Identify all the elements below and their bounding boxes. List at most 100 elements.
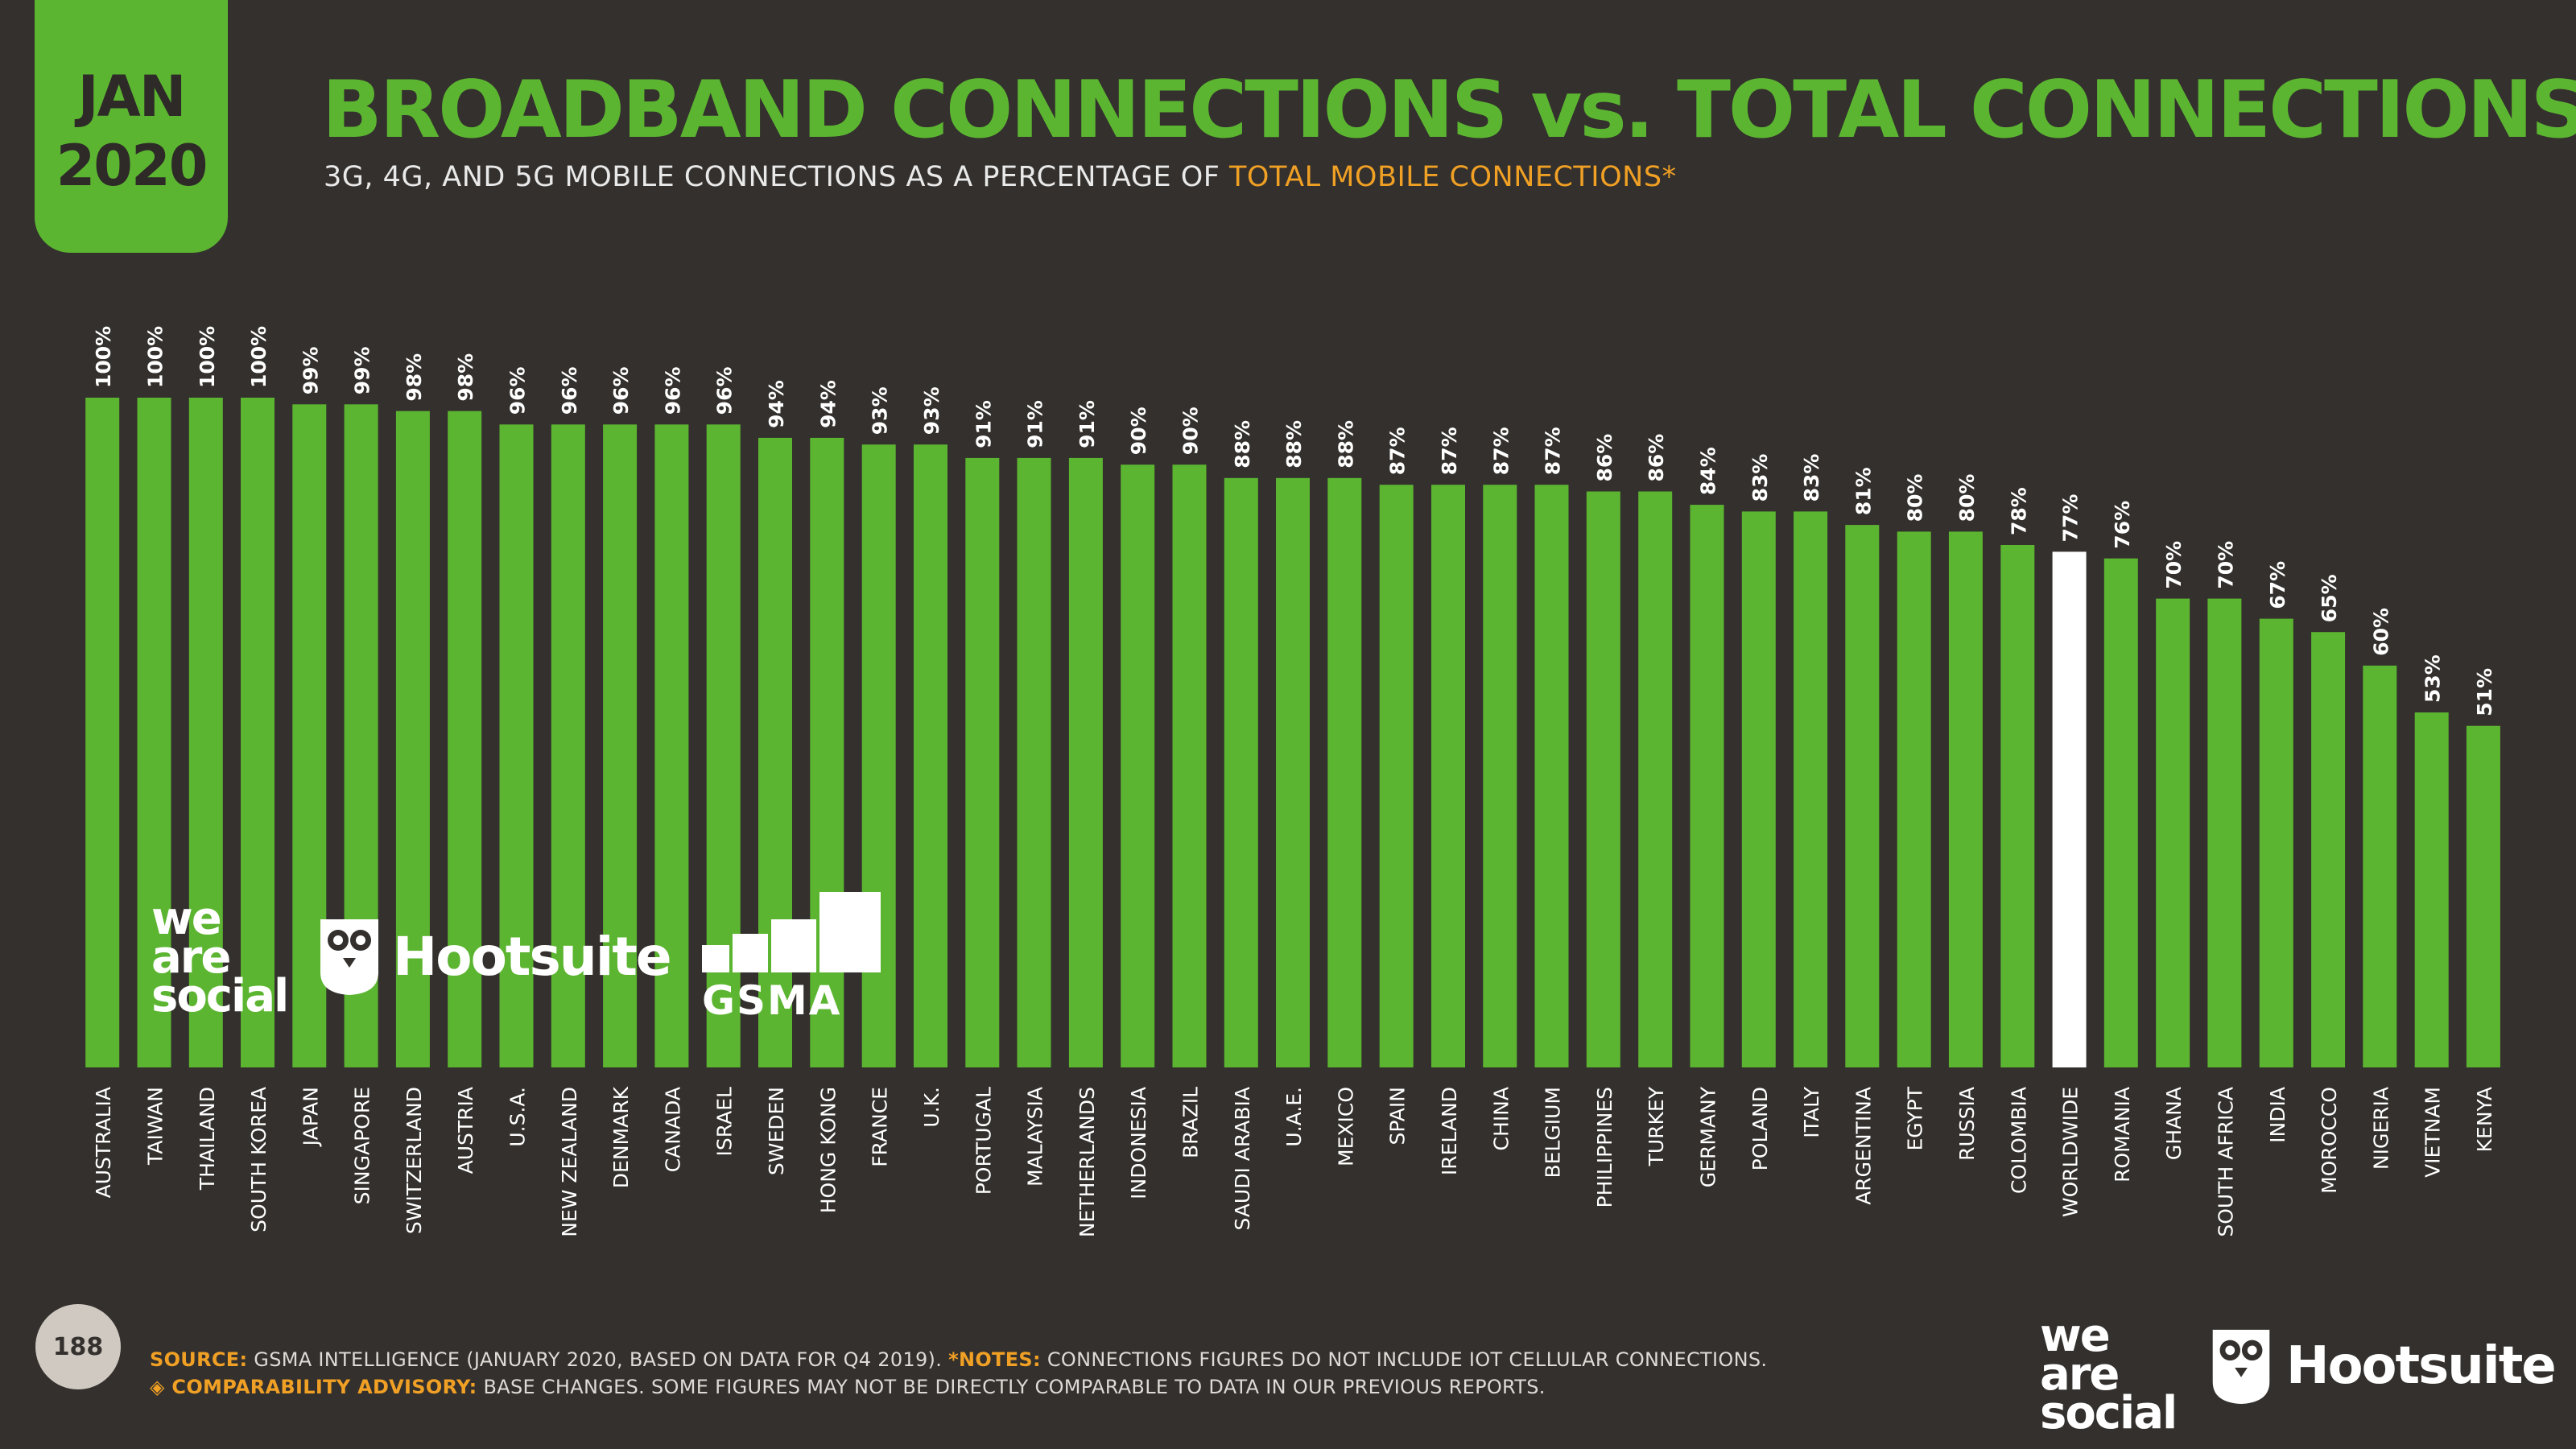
value-label: 96% — [609, 366, 633, 415]
bar-thailand — [188, 398, 223, 1067]
bar-argentina — [1845, 525, 1880, 1067]
we-are-social-logo-line3: social — [151, 970, 289, 1023]
value-label: 100% — [92, 326, 115, 388]
page-number: 188 — [35, 1304, 121, 1389]
value-label: 53% — [2421, 654, 2445, 703]
we-are-social-logo-line1: we — [151, 893, 222, 945]
value-label: 98% — [402, 353, 426, 402]
category-label: ARGENTINA — [1852, 1087, 1875, 1205]
value-label: 81% — [1852, 467, 1875, 515]
owl-icon — [2212, 1329, 2270, 1405]
value-label: 67% — [2266, 561, 2289, 609]
category-label: COLOMBIA — [2007, 1087, 2030, 1194]
value-label: 90% — [1127, 407, 1150, 455]
value-label: 87% — [1438, 427, 1461, 475]
category-label: NEW ZEALAND — [558, 1087, 581, 1237]
bar-ghana — [2156, 598, 2190, 1067]
category-label: ITALY — [1800, 1086, 1823, 1137]
value-label: 76% — [2111, 501, 2134, 549]
bar-south-africa — [2207, 598, 2242, 1067]
hootsuite-logo-footer: Hootsuite — [2207, 1327, 2557, 1406]
category-label: MOROCCO — [2318, 1087, 2341, 1194]
hootsuite-logo-chart: Hootsuite — [317, 916, 672, 997]
bar-kenya — [2466, 725, 2500, 1067]
category-label: MALAYSIA — [1024, 1087, 1047, 1187]
category-label: MEXICO — [1334, 1087, 1357, 1166]
bar-vietnam — [2414, 712, 2449, 1067]
category-label: ROMANIA — [2111, 1087, 2134, 1183]
bar-austria — [448, 411, 482, 1068]
source-text: GSMA INTELLIGENCE (JANUARY 2020, BASED O… — [247, 1348, 949, 1371]
category-label: WORLDWIDE — [2059, 1087, 2083, 1217]
date-year: 2020 — [56, 133, 208, 199]
hootsuite-footer-wordmark: Hootsuite — [2286, 1336, 2557, 1396]
value-label: 100% — [247, 326, 270, 388]
we-are-social-footer-line2: are — [2040, 1348, 2120, 1402]
category-label: GERMANY — [1697, 1086, 1720, 1187]
category-label: BELGIUM — [1542, 1087, 1565, 1179]
value-label: 96% — [661, 366, 684, 415]
bar-germany — [1690, 505, 1724, 1067]
bar-worldwide — [2052, 551, 2087, 1067]
value-label: 65% — [2318, 574, 2341, 622]
bar-new-zealand — [551, 424, 585, 1067]
bar-egypt — [1897, 531, 1931, 1067]
category-label: JAPAN — [299, 1087, 322, 1147]
category-label: INDIA — [2266, 1087, 2289, 1143]
advisory-line: ◈ COMPARABILITY ADVISORY: BASE CHANGES. … — [150, 1373, 1767, 1401]
bar-switzerland — [395, 411, 430, 1068]
bar-mexico — [1327, 477, 1362, 1067]
we-are-social-logo-chart: we are social — [151, 893, 289, 1023]
we-are-social-footer-line3: social — [2040, 1387, 2178, 1440]
value-label: 96% — [713, 366, 737, 415]
value-label: 88% — [1282, 420, 1306, 469]
category-label: AUSTRALIA — [92, 1087, 115, 1198]
value-label: 93% — [869, 386, 892, 435]
bar-italy — [1794, 511, 1828, 1067]
hootsuite-wordmark: Hootsuite — [393, 925, 672, 988]
bar-poland — [1741, 511, 1776, 1067]
bar-romania — [2103, 558, 2138, 1067]
value-label: 83% — [1800, 454, 1823, 502]
bar-saudi-arabia — [1224, 477, 1258, 1067]
category-label: ISRAEL — [713, 1087, 737, 1156]
category-label: SWITZERLAND — [402, 1087, 426, 1234]
value-label: 60% — [2369, 608, 2392, 656]
category-label: IRELAND — [1438, 1087, 1461, 1175]
source-key: SOURCE: — [150, 1348, 248, 1371]
advisory-text: BASE CHANGES. SOME FIGURES MAY NOT BE DI… — [477, 1376, 1546, 1398]
value-label: 84% — [1697, 447, 1720, 495]
bar-nigeria — [2363, 665, 2397, 1067]
category-label: TURKEY — [1645, 1086, 1668, 1166]
value-label: 88% — [1334, 420, 1357, 469]
value-label: 91% — [1024, 400, 1047, 448]
we-are-social-footer-line1: we — [2040, 1310, 2111, 1362]
value-label: 78% — [2007, 487, 2030, 535]
value-label: 86% — [1593, 434, 1616, 482]
page-subtitle: 3G, 4G, AND 5G MOBILE CONNECTIONS AS A P… — [324, 161, 1677, 193]
value-label: 94% — [765, 380, 788, 428]
bar-china — [1483, 485, 1517, 1067]
bar-brazil — [1172, 464, 1207, 1067]
bar-turkey — [1638, 491, 1673, 1067]
bar-chart: 100% AUSTRALIA 100% TAIWAN 100% THAILAND 100% S… — [85, 326, 2500, 1237]
category-label: INDONESIA — [1127, 1087, 1150, 1199]
category-label: EGYPT — [1904, 1086, 1927, 1150]
value-label: 100% — [196, 326, 219, 388]
value-label: 86% — [1645, 434, 1668, 482]
bar-u-s-a — [499, 424, 534, 1067]
category-label: TAIWAN — [144, 1087, 167, 1166]
category-label: NETHERLANDS — [1075, 1087, 1099, 1237]
category-label: U.S.A. — [506, 1087, 530, 1147]
value-label: 99% — [351, 346, 374, 394]
bar-spain — [1379, 485, 1414, 1067]
category-label: CANADA — [661, 1087, 684, 1172]
bar-belgium — [1534, 485, 1569, 1067]
value-label: 96% — [558, 366, 581, 415]
category-label: GHANA — [2162, 1087, 2186, 1160]
value-label: 87% — [1386, 427, 1410, 475]
value-label: 91% — [972, 400, 995, 448]
category-label: AUSTRIA — [454, 1087, 477, 1174]
notes-key: *NOTES: — [948, 1348, 1041, 1371]
bar-taiwan — [137, 398, 171, 1067]
